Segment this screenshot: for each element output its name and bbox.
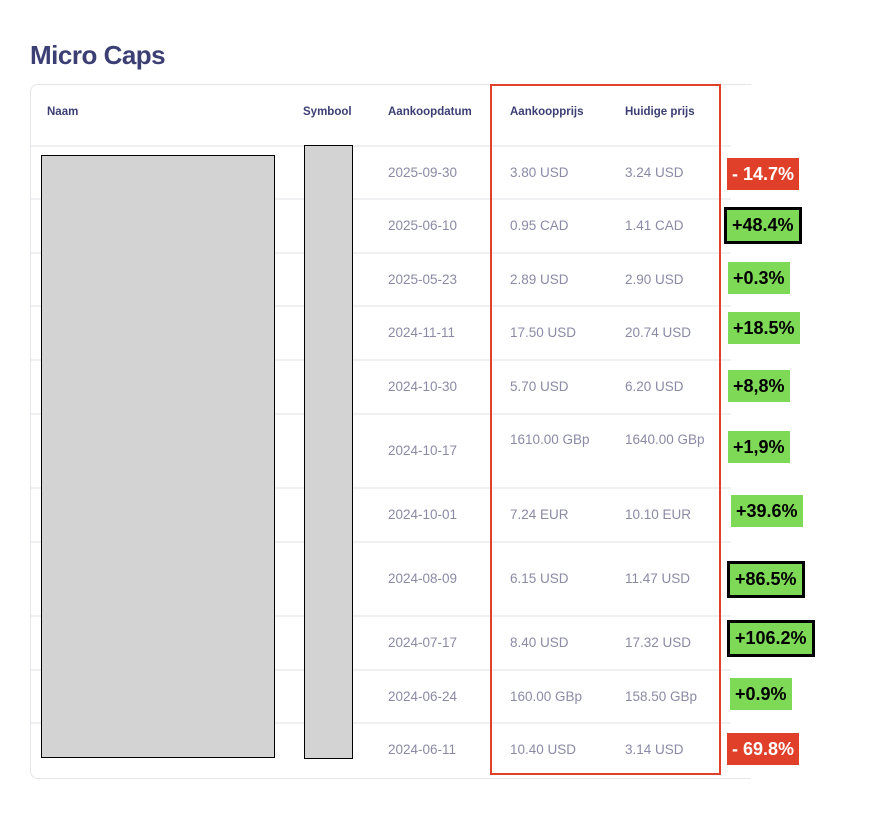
current-price: 2.90 USD	[625, 271, 684, 287]
purchase-date: 2024-10-30	[388, 379, 458, 394]
purchase-date: 2024-07-17	[388, 635, 458, 650]
column-header-current-price[interactable]: Huidige prijs	[625, 106, 695, 118]
purchase-date: 2024-11-11	[388, 325, 456, 340]
purchase-price: 6.15 USD	[510, 571, 569, 586]
table-row[interactable]: 2024-11-11 17.50 USD 20.74 USD	[31, 305, 731, 361]
table-row[interactable]: 2025-05-23 2.89 USD 2.90 USD	[31, 252, 731, 307]
purchase-date: 2024-06-24	[388, 688, 458, 704]
purchase-date: 2024-10-17	[388, 443, 458, 458]
purchase-price: 1610.00 GBp	[510, 432, 590, 447]
change-badge: - 14.7%	[727, 158, 800, 190]
table-row[interactable]: 2024-06-11 10.40 USD 3.14 USD	[31, 722, 731, 778]
table-row[interactable]: 2024-06-24 160.00 GBp 158.50 GBp	[31, 669, 731, 724]
current-price: 10.10 EUR	[625, 507, 692, 522]
purchase-date: 2025-06-10	[388, 218, 458, 233]
purchase-date: 2024-10-01	[388, 507, 458, 522]
current-price: 158.50 GBp	[625, 688, 698, 704]
current-price: 3.24 USD	[625, 164, 684, 180]
purchase-price: 5.70 USD	[510, 379, 569, 394]
change-badge: +86.5%	[727, 561, 805, 598]
section-title: Micro Caps	[30, 40, 166, 70]
purchase-price: 17.50 USD	[510, 325, 577, 340]
purchase-price: 0.95 CAD	[510, 218, 569, 233]
table-row[interactable]: 2024-08-09 6.15 USD 11.47 USD	[31, 541, 731, 617]
column-header-name[interactable]: Naam	[47, 106, 79, 118]
change-badge: +18.5%	[728, 312, 800, 344]
purchase-price: 10.40 USD	[510, 742, 577, 757]
change-badge: +48.4%	[724, 207, 802, 244]
purchase-date: 2024-06-11	[388, 742, 457, 757]
change-badge: +1,9%	[728, 431, 790, 463]
current-price: 3.14 USD	[625, 742, 684, 757]
redacted-symbols	[304, 145, 353, 759]
purchase-price: 160.00 GBp	[510, 688, 583, 704]
current-price: 11.47 USD	[625, 571, 691, 586]
purchase-price: 7.24 EUR	[510, 507, 569, 522]
current-price: 17.32 USD	[625, 635, 692, 650]
redacted-names	[41, 155, 275, 758]
table-row[interactable]: 2025-09-30 3.80 USD 3.24 USD	[31, 145, 731, 200]
current-price: 20.74 USD	[625, 325, 692, 340]
holdings-table	[30, 84, 751, 779]
table-row[interactable]: 2024-10-30 5.70 USD 6.20 USD	[31, 359, 731, 415]
table-row[interactable]: 2024-10-17 1610.00 GBp 1640.00 GBp	[31, 413, 731, 489]
table-row[interactable]: 2024-10-01 7.24 EUR 10.10 EUR	[31, 487, 731, 543]
current-price: 6.20 USD	[625, 379, 684, 394]
change-badge: +106.2%	[727, 620, 815, 657]
purchase-price: 2.89 USD	[510, 271, 569, 287]
current-price: 1640.00 GBp	[625, 432, 705, 447]
change-badge: +0.9%	[730, 678, 792, 710]
column-header-symbol[interactable]: Symbool	[303, 106, 352, 118]
purchase-date: 2025-09-30	[388, 164, 458, 180]
change-badge: +8,8%	[728, 370, 790, 402]
purchase-date: 2024-08-09	[388, 571, 458, 586]
purchase-price: 8.40 USD	[510, 635, 569, 650]
current-price: 1.41 CAD	[625, 218, 684, 233]
column-header-buy-price[interactable]: Aankoopprijs	[510, 106, 584, 118]
change-badge: - 69.8%	[727, 733, 800, 765]
change-badge: +39.6%	[731, 495, 803, 527]
purchase-price: 3.80 USD	[510, 164, 569, 180]
table-row[interactable]: 2024-07-17 8.40 USD 17.32 USD	[31, 615, 731, 671]
purchase-date: 2025-05-23	[388, 271, 458, 287]
price-columns-highlight	[490, 84, 721, 775]
change-badge: +0.3%	[728, 262, 790, 294]
table-row[interactable]: 2025-06-10 0.95 CAD 1.41 CAD	[31, 198, 731, 254]
column-header-date[interactable]: Aankoopdatum	[388, 106, 472, 118]
